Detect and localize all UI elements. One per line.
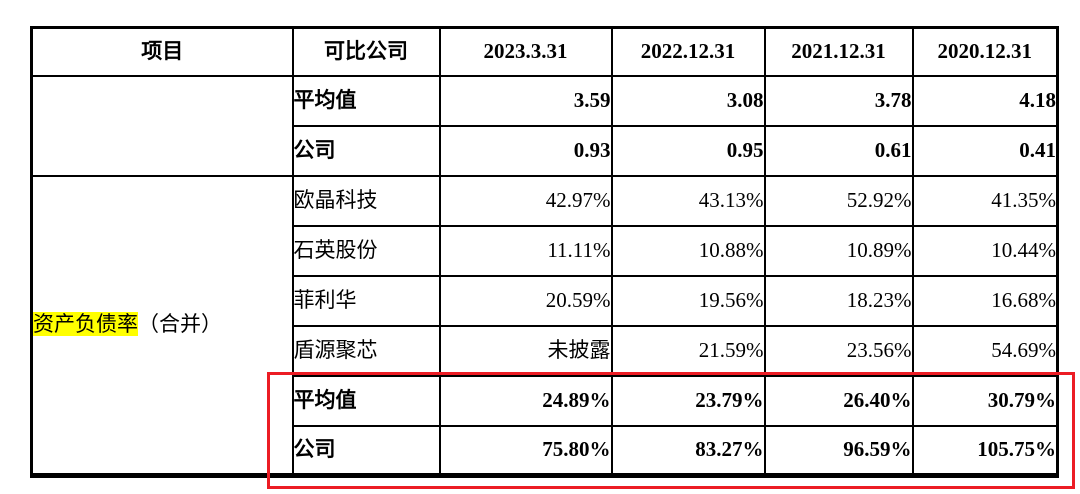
header-row: 项目 可比公司 2023.3.31 2022.12.31 2021.12.31 … (30, 26, 1059, 77)
row-label: 平均值 (291, 74, 441, 127)
row-label: 石英股份 (291, 224, 441, 277)
value-cell: 23.56% (763, 324, 914, 377)
col-header-date-3: 2021.12.31 (763, 26, 914, 77)
col-header-date-2: 2022.12.31 (610, 26, 766, 77)
table-row-average-prev-metric: 平均值 3.59 3.08 3.78 4.18 (30, 74, 1059, 177)
value-cell: 3.59 (438, 74, 613, 127)
value-cell: 19.56% (610, 274, 766, 327)
value-cell: 10.88% (610, 224, 766, 277)
value-cell: 0.95 (610, 124, 766, 177)
table-row-company-prev-metric: 公司 0.93 0.95 0.61 0.41 (32, 124, 1059, 177)
value-cell: 0.61 (763, 124, 914, 177)
table-row-average-debt-ratio: 平均值 24.89% 23.79% 26.40% 30.79% (32, 374, 1059, 427)
value-cell: 11.11% (438, 224, 613, 277)
value-cell: 21.59% (610, 324, 766, 377)
item-label-suffix: （合并） (138, 312, 222, 337)
row-label: 公司 (291, 424, 441, 477)
value-cell: 10.89% (763, 224, 914, 277)
value-cell: 24.89% (438, 374, 613, 427)
value-cell: 未披露 (438, 324, 613, 377)
value-cell: 26.40% (763, 374, 914, 427)
value-cell: 52.92% (763, 174, 914, 227)
value-cell: 3.78 (763, 74, 914, 127)
row-label: 公司 (291, 124, 441, 177)
value-cell: 43.13% (610, 174, 766, 227)
item-cell-debt-ratio: 资产负债率（合并） (30, 174, 294, 477)
value-cell: 30.79% (911, 374, 1059, 427)
value-cell: 96.59% (763, 424, 914, 477)
value-cell: 41.35% (911, 174, 1059, 227)
col-header-date-4: 2020.12.31 (911, 26, 1059, 77)
table-row-company-debt-ratio: 公司 75.80% 83.27% 96.59% 105.75% (32, 424, 1059, 477)
value-cell: 16.68% (911, 274, 1059, 327)
row-label: 欧晶科技 (291, 174, 441, 227)
highlighted-text: 资产负债率 (33, 312, 138, 337)
row-label: 菲利华 (291, 274, 441, 327)
row-label: 盾源聚芯 (291, 324, 441, 377)
financial-comparison-table: 项目 可比公司 2023.3.31 2022.12.31 2021.12.31 … (30, 26, 1059, 478)
value-cell: 0.41 (911, 124, 1059, 177)
table-row-dunyuan: 盾源聚芯 未披露 21.59% 23.56% 54.69% (32, 324, 1059, 377)
col-header-item: 项目 (30, 26, 294, 77)
col-header-comparable-company: 可比公司 (291, 26, 441, 77)
value-cell: 42.97% (438, 174, 613, 227)
value-cell: 105.75% (911, 424, 1059, 477)
table-row-oujing: 资产负债率（合并） 欧晶科技 42.97% 43.13% 52.92% 41.3… (30, 174, 1059, 477)
value-cell: 3.08 (610, 74, 766, 127)
value-cell: 4.18 (911, 74, 1059, 127)
value-cell: 20.59% (438, 274, 613, 327)
table-row-feilihua: 菲利华 20.59% 19.56% 18.23% 16.68% (32, 274, 1059, 327)
value-cell: 54.69% (911, 324, 1059, 377)
table-row-shiying: 石英股份 11.11% 10.88% 10.89% 10.44% (32, 224, 1059, 277)
value-cell: 18.23% (763, 274, 914, 327)
value-cell: 75.80% (438, 424, 613, 477)
item-cell-empty (30, 74, 294, 177)
value-cell: 10.44% (911, 224, 1059, 277)
value-cell: 0.93 (438, 124, 613, 177)
col-header-date-1: 2023.3.31 (438, 26, 613, 77)
value-cell: 83.27% (610, 424, 766, 477)
row-label: 平均值 (291, 374, 441, 427)
value-cell: 23.79% (610, 374, 766, 427)
